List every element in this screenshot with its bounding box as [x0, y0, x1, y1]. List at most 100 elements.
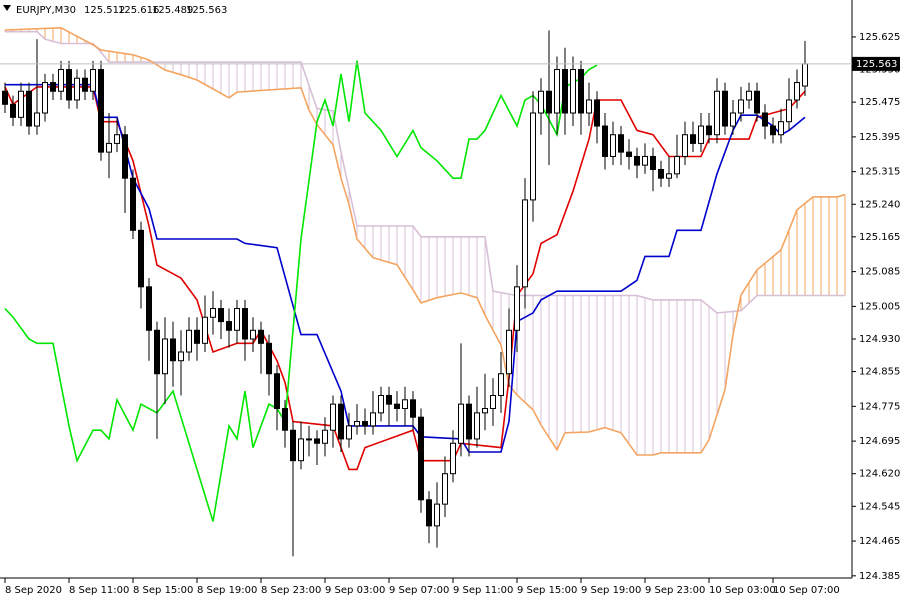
candle-body	[634, 155, 640, 166]
y-tick-label: 124.930	[859, 334, 900, 345]
candle-body	[274, 373, 280, 410]
candle-body	[594, 99, 600, 127]
candle-body	[194, 329, 200, 344]
candle-body	[314, 438, 320, 444]
candle-body	[234, 308, 240, 331]
y-tick-label: 125.005	[859, 301, 900, 312]
candle-body	[538, 90, 544, 114]
candle-body	[162, 338, 168, 375]
candle-body	[522, 199, 528, 288]
candle-body	[378, 394, 384, 414]
y-tick-label: 124.465	[859, 536, 900, 547]
x-tick-label: 9 Sep 19:00	[581, 585, 641, 596]
candle-body	[762, 112, 768, 127]
candle-body	[370, 412, 376, 427]
x-tick-label: 10 Sep 07:00	[773, 585, 840, 596]
candle-body	[730, 112, 736, 127]
candle-body	[658, 168, 664, 179]
candle-body	[154, 329, 160, 375]
x-tick-label: 8 Sep 11:00	[69, 585, 129, 596]
header-close: 125.563	[186, 5, 227, 16]
candle-body	[362, 421, 368, 427]
y-tick-label: 124.545	[859, 501, 900, 512]
candle-body	[82, 77, 88, 92]
candle-body	[258, 329, 264, 344]
candle-body	[218, 308, 224, 323]
candle-body	[210, 308, 216, 318]
candle-body	[42, 82, 48, 114]
y-tick-label: 124.620	[859, 469, 900, 480]
y-tick-label: 125.395	[859, 132, 900, 143]
header-icon	[3, 5, 11, 11]
candle-body	[242, 308, 248, 340]
candle-body	[722, 90, 728, 127]
candle-body	[354, 421, 360, 427]
candle-body	[450, 442, 456, 475]
candle-body	[266, 342, 272, 375]
candle-body	[474, 412, 480, 440]
candle-body	[10, 103, 16, 118]
candle-body	[26, 90, 32, 127]
candle-body	[746, 90, 752, 101]
candle-body	[106, 142, 112, 153]
candle-body	[738, 99, 744, 114]
candle-body	[50, 82, 56, 92]
x-tick-label: 9 Sep 03:00	[325, 585, 385, 596]
candles	[2, 30, 808, 557]
candle-body	[586, 99, 592, 114]
candle-body	[546, 90, 552, 114]
candle-body	[90, 69, 96, 92]
x-tick-label: 9 Sep 23:00	[645, 585, 705, 596]
y-tick-label: 125.165	[859, 232, 900, 243]
indicator-line	[4, 60, 598, 522]
candle-body	[98, 69, 104, 153]
candle-body	[506, 329, 512, 375]
header-open: 125.512	[84, 5, 125, 16]
candle-body	[298, 438, 304, 462]
y-tick-label: 124.695	[859, 436, 900, 447]
candle-body	[802, 63, 808, 87]
candle-body	[426, 499, 432, 527]
candle-body	[66, 69, 72, 101]
candle-body	[290, 429, 296, 462]
y-tick-label: 125.625	[859, 32, 900, 43]
candle-body	[282, 408, 288, 431]
header-low: 125.489	[152, 5, 193, 16]
candle-body	[114, 134, 120, 144]
candle-body	[498, 373, 504, 396]
candle-body	[482, 408, 488, 414]
indicator-line	[5, 83, 806, 453]
candle-body	[226, 321, 232, 331]
symbol-label: EURJPY,M30	[16, 5, 76, 16]
candle-body	[682, 134, 688, 157]
candle-body	[186, 329, 192, 353]
candle-body	[402, 399, 408, 410]
candle-body	[690, 134, 696, 144]
candle-body	[434, 503, 440, 527]
candle-body	[562, 69, 568, 114]
candle-body	[178, 351, 184, 362]
x-tick-label: 8 Sep 15:00	[133, 585, 193, 596]
candle-body	[410, 399, 416, 418]
candle-body	[330, 403, 336, 431]
header: EURJPY,M30 125.512 125.616 125.489 125.5…	[3, 5, 227, 16]
candle-body	[250, 329, 256, 340]
candle-body	[58, 69, 64, 92]
x-tick-label: 8 Sep 2020	[5, 585, 62, 596]
candle-body	[322, 429, 328, 444]
candle-body	[442, 473, 448, 505]
candle-body	[386, 394, 392, 405]
candle-body	[570, 69, 576, 114]
x-tick-label: 9 Sep 11:00	[453, 585, 513, 596]
candle-body	[170, 338, 176, 362]
candle-body	[2, 90, 8, 105]
candle-body	[458, 403, 464, 444]
candle-body	[146, 286, 152, 331]
candle-body	[706, 125, 712, 136]
y-tick-label: 125.240	[859, 199, 900, 210]
candle-body	[578, 69, 584, 114]
y-tick-label: 124.775	[859, 401, 900, 412]
y-tick-label: 124.385	[859, 571, 900, 582]
header-high: 125.616	[118, 5, 159, 16]
